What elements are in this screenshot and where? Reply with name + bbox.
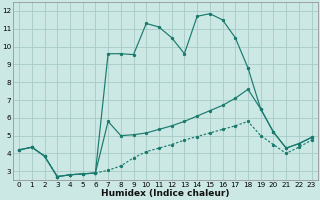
X-axis label: Humidex (Indice chaleur): Humidex (Indice chaleur): [101, 189, 229, 198]
